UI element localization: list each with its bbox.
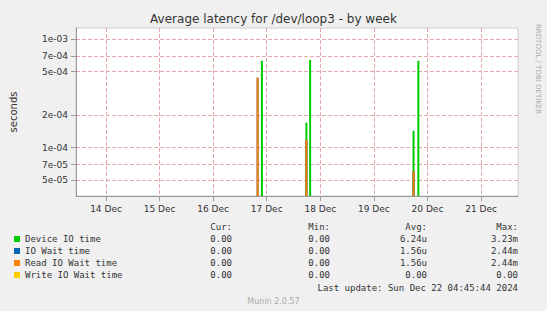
svg-text:16 Dec: 16 Dec [197, 204, 229, 214]
svg-text:2.44m: 2.44m [491, 258, 518, 268]
svg-text:RRDTOOL / TOBI OETIKER: RRDTOOL / TOBI OETIKER [534, 24, 542, 114]
svg-text:15 Dec: 15 Dec [144, 204, 176, 214]
svg-text:Write IO Wait time: Write IO Wait time [25, 270, 123, 280]
svg-text:6.24u: 6.24u [400, 234, 427, 244]
svg-text:21 Dec: 21 Dec [465, 204, 497, 214]
svg-text:Device IO time: Device IO time [25, 234, 101, 244]
svg-text:5e-05: 5e-05 [42, 175, 68, 185]
svg-text:Last update: Sun Dec 22 04:45:: Last update: Sun Dec 22 04:45:44 2024 [318, 283, 518, 293]
svg-text:1e-03: 1e-03 [42, 34, 68, 44]
svg-text:2.44m: 2.44m [491, 246, 518, 256]
svg-text:5e-04: 5e-04 [42, 67, 68, 77]
svg-text:1.56u: 1.56u [400, 246, 427, 256]
svg-text:20 Dec: 20 Dec [412, 204, 444, 214]
svg-text:2e-04: 2e-04 [42, 110, 68, 120]
svg-text:0.00: 0.00 [210, 234, 232, 244]
svg-text:Read IO Wait time: Read IO Wait time [25, 258, 117, 268]
svg-text:17 Dec: 17 Dec [251, 204, 283, 214]
svg-text:0.00: 0.00 [308, 246, 330, 256]
svg-text:19 Dec: 19 Dec [358, 204, 390, 214]
svg-text:18 Dec: 18 Dec [304, 204, 336, 214]
svg-text:0.00: 0.00 [405, 270, 427, 280]
svg-text:0.00: 0.00 [308, 258, 330, 268]
svg-text:Min:: Min: [308, 222, 330, 232]
svg-text:0.00: 0.00 [308, 234, 330, 244]
svg-text:3.23m: 3.23m [491, 234, 518, 244]
svg-text:0.00: 0.00 [496, 270, 518, 280]
svg-text:seconds: seconds [8, 92, 19, 133]
svg-text:0.00: 0.00 [210, 246, 232, 256]
svg-text:Munin 2.0.57: Munin 2.0.57 [247, 297, 299, 306]
svg-text:Cur:: Cur: [210, 222, 232, 232]
svg-text:0.00: 0.00 [210, 258, 232, 268]
svg-text:Average latency for /dev/loop3: Average latency for /dev/loop3 - by week [150, 12, 397, 26]
svg-text:7e-05: 7e-05 [42, 160, 68, 170]
svg-text:14 Dec: 14 Dec [90, 204, 122, 214]
svg-text:0.00: 0.00 [308, 270, 330, 280]
svg-text:Max:: Max: [496, 222, 518, 232]
svg-text:7e-04: 7e-04 [42, 51, 68, 61]
svg-text:IO Wait time: IO Wait time [25, 246, 90, 256]
svg-text:Avg:: Avg: [405, 222, 427, 232]
svg-text:1.56u: 1.56u [400, 258, 427, 268]
svg-text:0.00: 0.00 [210, 270, 232, 280]
svg-text:1e-04: 1e-04 [42, 143, 68, 153]
